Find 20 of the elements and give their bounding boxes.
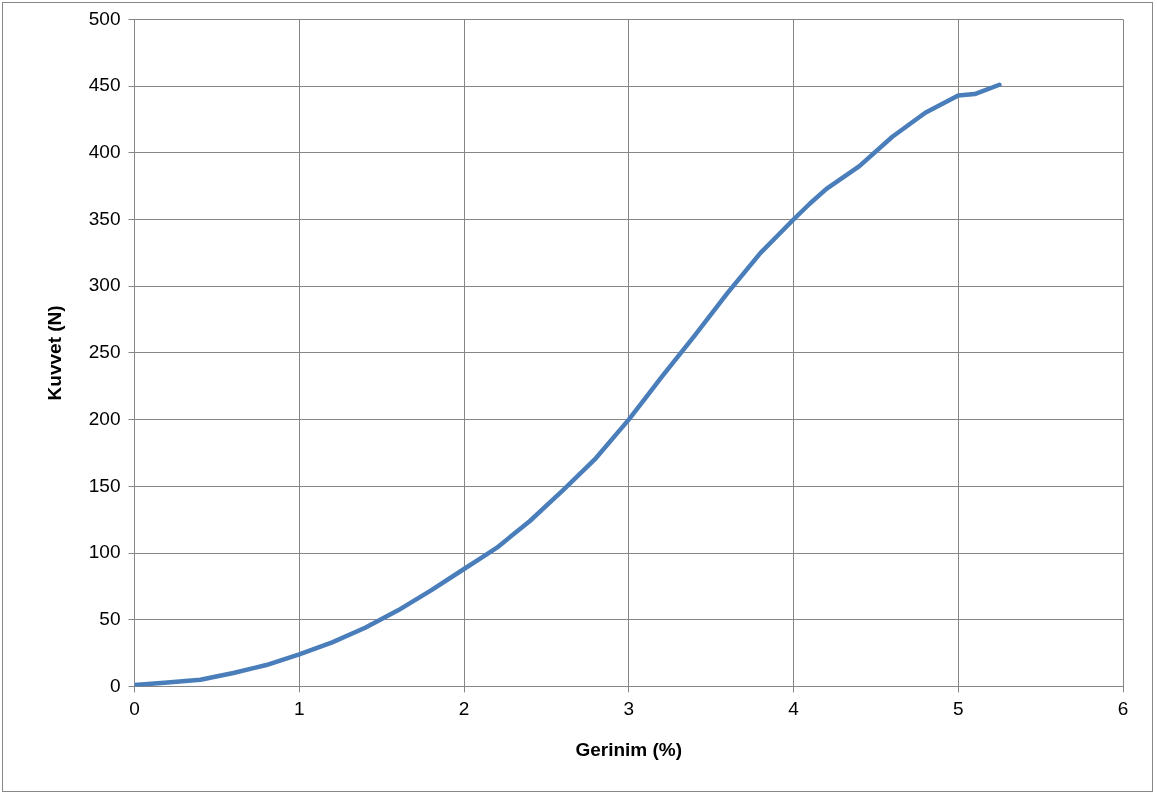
x-tick-label: 5 <box>952 698 964 720</box>
x-tick-label: 1 <box>293 698 305 720</box>
y-tick-label: 250 <box>88 341 121 363</box>
y-tick-label: 350 <box>88 207 121 229</box>
y-tick-label: 200 <box>88 407 121 429</box>
x-tick-label: 0 <box>129 698 140 720</box>
y-tick-label: 500 <box>88 7 121 29</box>
x-tick-label: 4 <box>788 698 800 720</box>
x-tick-label: 3 <box>623 698 635 720</box>
y-tick-label: 0 <box>109 674 121 696</box>
y-tick-label: 150 <box>88 474 121 496</box>
x-axis-title: Gerinim (%) <box>575 738 683 760</box>
y-tick-label: 300 <box>88 274 121 296</box>
x-tick-label: 6 <box>1117 698 1129 720</box>
y-axis-title: Kuvvet (N) <box>43 305 65 401</box>
y-tick-label: 50 <box>99 607 121 629</box>
x-tick-label: 2 <box>458 698 470 720</box>
y-tick-label: 100 <box>88 541 121 563</box>
y-tick-label: 450 <box>88 74 121 96</box>
y-tick-label: 400 <box>88 141 121 163</box>
